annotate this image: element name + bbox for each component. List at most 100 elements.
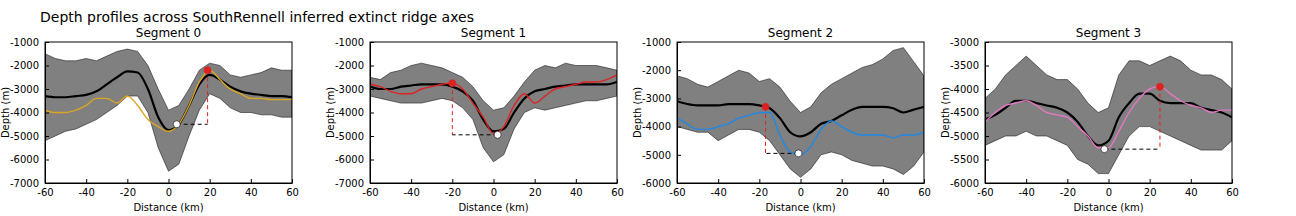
y-tick-mark (985, 113, 989, 114)
y-tick-label: -6000 (335, 154, 364, 165)
y-tick-mark (985, 136, 989, 137)
y-tick-mark (985, 160, 989, 161)
y-tick-mark (677, 70, 681, 71)
x-tick-mark (617, 179, 618, 183)
x-tick-mark (576, 179, 577, 183)
y-tick-label: -2000 (10, 60, 39, 71)
x-tick-label: 40 (877, 187, 890, 198)
y-tick-label: -1000 (335, 37, 364, 48)
x-tick-mark (169, 179, 170, 183)
x-tick-label: -40 (403, 187, 419, 198)
depth-line (45, 70, 292, 131)
x-tick-label: -60 (362, 187, 378, 198)
x-tick-label: -20 (1060, 187, 1076, 198)
y-tick-mark (985, 66, 989, 67)
y-tick-label: -5000 (10, 131, 39, 142)
range-band (45, 49, 292, 171)
x-tick-label: 40 (570, 187, 583, 198)
panel-title: Segment 2 (768, 26, 833, 40)
x-axis: -60-40-200204060 (362, 179, 624, 198)
x-tick-label: 20 (204, 187, 217, 198)
x-axis-line (371, 183, 618, 184)
y-tick-mark (45, 136, 49, 137)
y-tick-mark (45, 160, 49, 161)
frame (45, 42, 292, 183)
range-band (677, 48, 924, 178)
x-tick-mark (86, 179, 87, 183)
x-tick: 20 (1144, 179, 1157, 198)
y-tick: -1000 (335, 37, 374, 48)
y-tick: -7000 (335, 178, 374, 189)
plot-area (677, 48, 924, 178)
y-tick-mark (985, 89, 989, 90)
x-tick: 40 (570, 179, 583, 198)
x-tick-label: -20 (120, 187, 136, 198)
x-tick-label: 60 (1226, 187, 1239, 198)
y-tick: -4000 (642, 121, 681, 132)
x-tick: 0 (798, 179, 804, 198)
y-tick-mark (677, 155, 681, 156)
x-tick-label: 40 (245, 187, 258, 198)
x-tick-label: -20 (445, 187, 461, 198)
y-tick: -4000 (335, 107, 374, 118)
y-tick-label: -4000 (335, 107, 364, 118)
x-tick-label: 20 (529, 187, 542, 198)
x-tick-mark (1109, 179, 1110, 183)
x-tick-label: 40 (1185, 187, 1198, 198)
panel-title: Segment 1 (461, 26, 526, 40)
frame (985, 42, 1232, 183)
x-tick-mark (251, 179, 252, 183)
x-tick: -20 (1060, 179, 1076, 198)
x-tick-label: 20 (1144, 187, 1157, 198)
x-axis: -60-40-200204060 (977, 179, 1239, 198)
frame (677, 42, 924, 183)
x-tick: 0 (491, 179, 497, 198)
y-tick-mark (370, 42, 374, 43)
x-axis-title: Distance (km) (765, 202, 835, 213)
y-tick-mark (45, 183, 49, 184)
range-band (370, 63, 617, 162)
x-tick-mark (1150, 179, 1151, 183)
x-tick-mark (1067, 179, 1068, 183)
x-tick: -20 (752, 179, 768, 198)
relief-line (207, 70, 208, 124)
panel: -60-40-200204060-7000-6000-5000-4000-300… (325, 26, 624, 213)
x-tick-mark (1232, 179, 1233, 183)
point (173, 121, 180, 128)
x-tick: 20 (529, 179, 542, 198)
x-tick-mark (1191, 179, 1192, 183)
x-tick: 60 (1226, 179, 1239, 198)
y-tick-label: -3000 (642, 93, 671, 104)
relief-line (452, 83, 453, 135)
depth-line (677, 113, 924, 155)
x-tick: -40 (78, 179, 94, 198)
plot-area (45, 49, 292, 171)
x-tick-label: 60 (286, 187, 299, 198)
y-tick-label: -2000 (642, 65, 671, 76)
y-axis: -6000-5000-4000-3000-2000-1000 (642, 37, 681, 189)
x-tick: 0 (166, 179, 172, 198)
y-tick: -4500 (950, 107, 989, 118)
y-tick-mark (985, 42, 989, 43)
y-tick: -2000 (335, 60, 374, 71)
point (204, 67, 211, 74)
y-tick: -3000 (950, 37, 989, 48)
y-tick-label: -1000 (10, 37, 39, 48)
x-tick-label: 0 (1106, 187, 1112, 198)
offset-line (177, 124, 208, 125)
x-tick-label: -60 (669, 187, 685, 198)
x-tick: 0 (1106, 179, 1112, 198)
y-axis-line (677, 43, 678, 184)
y-tick: -4000 (950, 84, 989, 95)
figure-title: Depth profiles across SouthRennell infer… (40, 9, 474, 25)
x-tick: 60 (286, 179, 299, 198)
y-tick-mark (45, 42, 49, 43)
x-tick-mark (127, 179, 128, 183)
offset-line (766, 153, 799, 154)
y-axis: -7000-6000-5000-4000-3000-2000-1000 (10, 37, 49, 189)
depth-line (45, 71, 292, 130)
y-tick-label: -5500 (950, 154, 979, 165)
point (762, 103, 769, 110)
range-band (985, 56, 1232, 174)
y-tick-mark (985, 183, 989, 184)
